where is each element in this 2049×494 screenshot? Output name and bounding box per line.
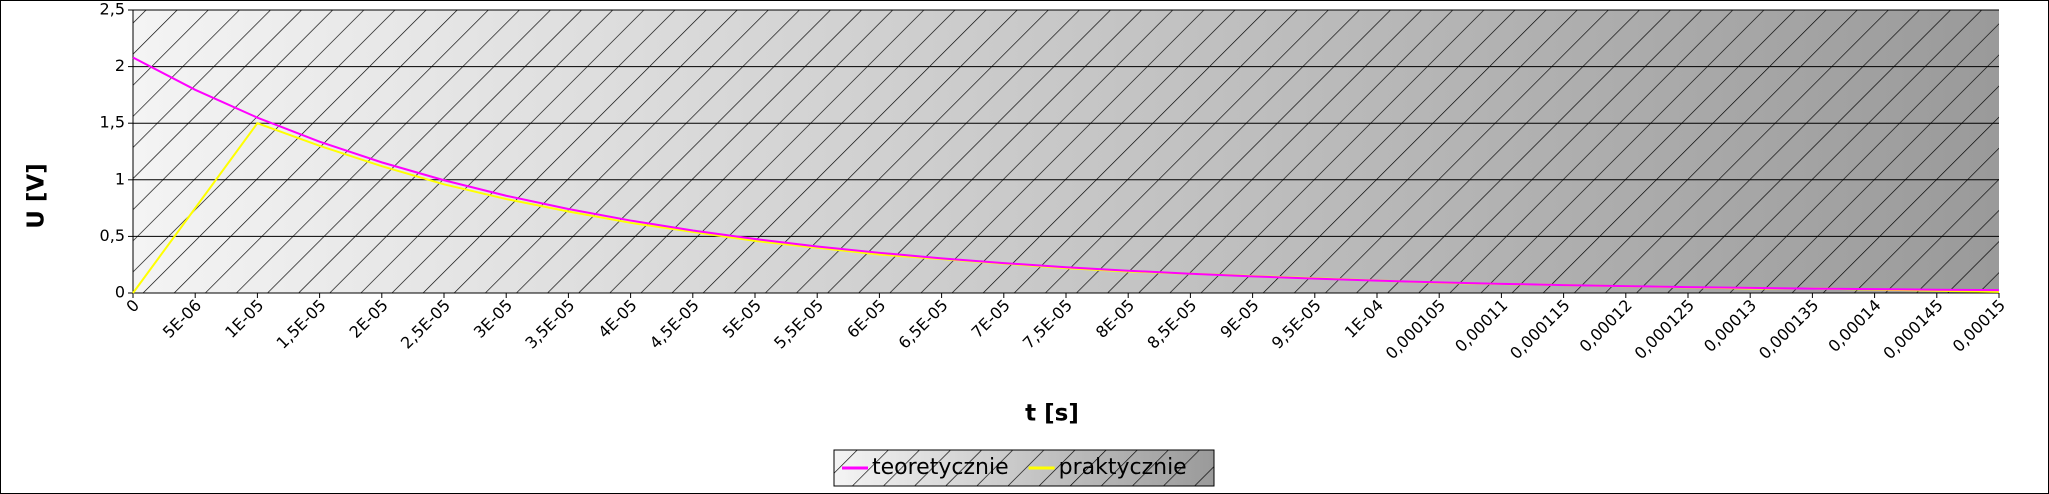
legend-hatch: [834, 450, 1214, 486]
plot-hatch: [133, 10, 1999, 293]
y-axis-title: U [V]: [24, 163, 50, 229]
legend-label: praktycznie: [1059, 455, 1187, 480]
y-tick-label: 1,5: [100, 113, 125, 132]
series-line: [132, 56, 2000, 292]
y-tick-label: 0,5: [100, 226, 125, 245]
x-axis-title: t [s]: [1025, 401, 1079, 427]
legend-label: teoretycznie: [872, 455, 1009, 480]
y-tick-label: 0: [115, 283, 125, 302]
y-tick-label: 2,5: [100, 0, 125, 19]
y-tick-label: 2: [115, 56, 125, 75]
y-tick-label: 1: [115, 169, 125, 188]
